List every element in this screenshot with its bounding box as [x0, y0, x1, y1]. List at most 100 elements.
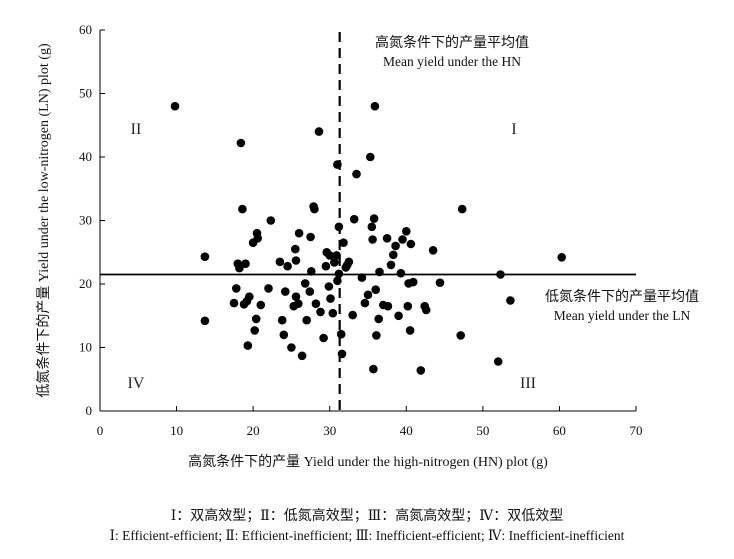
data-point	[200, 316, 210, 326]
data-point	[398, 235, 407, 244]
data-point	[334, 269, 344, 279]
data-point	[366, 152, 375, 162]
data-point	[306, 232, 315, 242]
data-point	[291, 256, 301, 265]
data-point	[311, 299, 321, 309]
y-tick-label: 40	[79, 149, 92, 164]
data-point	[279, 330, 289, 340]
data-point	[238, 204, 247, 214]
data-point	[319, 333, 328, 343]
data-point	[352, 169, 361, 179]
x-tick-label: 50	[476, 423, 489, 438]
data-point	[369, 364, 378, 374]
quadrant-label-4: IV	[128, 375, 145, 392]
data-point	[368, 235, 377, 244]
data-point	[391, 241, 400, 251]
caption-chinese: Ⅰ：双高效型；Ⅱ：低氮高效型；Ⅲ：高氮高效型；Ⅳ：双低效型	[170, 509, 564, 524]
data-point	[344, 257, 354, 267]
data-point	[402, 227, 411, 236]
data-point	[328, 308, 338, 318]
data-point	[382, 234, 392, 243]
data-point	[408, 277, 418, 287]
data-point	[493, 357, 503, 366]
data-point	[369, 214, 379, 223]
data-point	[396, 268, 406, 278]
data-point	[367, 222, 377, 232]
data-point	[200, 252, 210, 261]
data-point	[360, 298, 370, 308]
data-point	[170, 101, 180, 111]
quadrant-label-3: III	[520, 375, 536, 392]
data-points	[170, 101, 566, 375]
data-point	[236, 138, 246, 148]
x-axis-label: 高氮条件下的产量 Yield under the high-nitrogen (…	[188, 453, 548, 470]
data-point	[314, 127, 324, 136]
data-point	[297, 351, 307, 361]
data-point	[334, 222, 344, 232]
data-point	[371, 285, 381, 295]
data-point	[310, 204, 319, 214]
data-point	[357, 273, 367, 282]
x-tick-label: 70	[630, 423, 643, 438]
data-point	[283, 261, 292, 271]
data-point	[232, 284, 241, 293]
hn-mean-label-en: Mean yield under the HN	[383, 54, 521, 69]
y-tick-label: 0	[86, 403, 93, 418]
data-point	[251, 314, 261, 324]
y-tick-label: 10	[79, 340, 92, 355]
data-point	[294, 299, 303, 309]
ln-mean-label-cn: 低氮条件下的产量平均值	[545, 288, 699, 305]
data-point	[456, 331, 466, 340]
data-point	[363, 290, 373, 300]
data-point	[325, 251, 335, 260]
data-point	[294, 228, 304, 238]
data-point	[375, 267, 384, 277]
data-point	[330, 258, 339, 267]
data-point	[506, 296, 515, 305]
caption-english: Ⅰ: Efficient-efficient; Ⅱ: Efficient-ine…	[109, 528, 625, 543]
data-point	[256, 300, 266, 310]
quadrant-label-1: I	[511, 121, 516, 138]
data-point	[305, 287, 315, 296]
data-point	[403, 301, 413, 311]
data-point	[264, 284, 273, 293]
data-point	[241, 259, 250, 269]
data-point	[253, 234, 262, 243]
data-point	[266, 216, 276, 225]
data-point	[275, 257, 285, 267]
data-point	[321, 261, 331, 271]
hn-mean-label-cn: 高氮条件下的产量平均值	[375, 34, 529, 51]
data-point	[316, 307, 325, 317]
data-point	[435, 278, 445, 288]
data-point	[332, 251, 341, 260]
ln-mean-label-en: Mean yield under the LN	[554, 308, 691, 323]
data-point	[557, 252, 566, 262]
data-point	[337, 349, 347, 359]
data-point	[372, 331, 381, 340]
data-point	[336, 329, 346, 339]
data-point	[416, 366, 426, 375]
data-point	[300, 279, 310, 288]
data-point	[457, 204, 467, 214]
data-point	[307, 267, 316, 276]
y-tick-label: 50	[79, 86, 92, 101]
data-point	[333, 276, 342, 286]
y-tick-label: 30	[79, 213, 92, 228]
data-point	[374, 314, 384, 324]
data-point	[326, 294, 335, 303]
data-point	[245, 292, 254, 302]
data-point	[235, 263, 244, 273]
data-point	[339, 238, 348, 247]
data-point	[333, 160, 342, 169]
x-tick-label: 10	[170, 423, 183, 438]
data-point	[406, 239, 416, 249]
x-tick-label: 0	[97, 423, 104, 438]
chart-labels: 高氮条件下的产量 Yield under the high-nitrogen (…	[35, 34, 699, 470]
x-tick-label: 40	[400, 423, 413, 438]
quadrant-label-2: II	[131, 121, 142, 138]
scatter-chart: 0 10 20 30 40 50 60 70 0 10 20 30 40 50 60 高氮条件下的产量 Yi…	[35, 22, 699, 470]
data-point	[229, 298, 239, 308]
data-point	[383, 301, 393, 311]
data-point	[287, 343, 296, 352]
x-tick-label: 20	[247, 423, 260, 438]
